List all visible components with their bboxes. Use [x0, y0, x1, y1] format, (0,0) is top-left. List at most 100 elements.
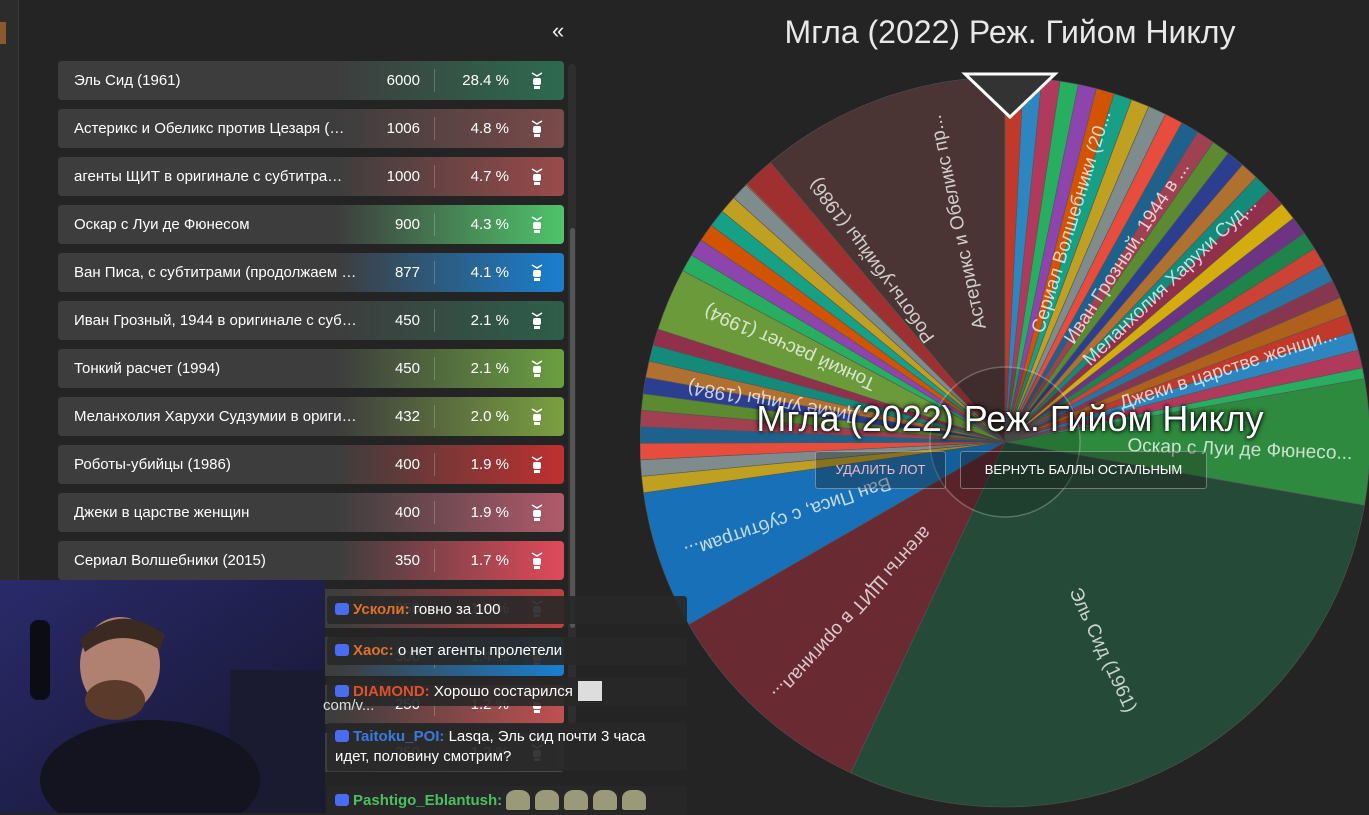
chat-message: Taitoku_POI: Lasqa, Эль сид почти 3 часа… [327, 723, 687, 771]
lot-lightbulb-icon[interactable] [528, 455, 546, 475]
chat-nickname[interactable]: Taitoku_POI: [353, 728, 445, 745]
lot-amount: 400 [394, 456, 420, 473]
chat-overlay: Усколи: говно за 100 Хаос: о нет агенты п… [323, 590, 689, 815]
lot-color-gradient [58, 397, 564, 436]
lot-divider [434, 165, 435, 188]
chat-badge-icon [335, 603, 349, 615]
cat-emote-icon [535, 790, 560, 810]
lot-name: Оскар с Луи де Фюнесом [74, 216, 250, 233]
lot-percent: 4.8 % [470, 120, 509, 137]
chat-text: говно за 100 [413, 601, 501, 618]
left-tab[interactable] [0, 22, 6, 44]
chat-badge-icon [335, 644, 349, 656]
lot-name: Сериал Волшебники (2015) [74, 552, 266, 569]
lot-percent: 4.3 % [470, 216, 509, 233]
url-fragment: com/v... [323, 697, 375, 714]
lot-percent: 2.1 % [470, 312, 509, 329]
lot-lightbulb-icon[interactable] [528, 167, 546, 187]
lot-percent: 1.9 % [470, 456, 509, 473]
lot-color-gradient [58, 445, 564, 484]
lot-lightbulb-icon[interactable] [528, 71, 546, 91]
chat-nickname[interactable]: DIAMOND: [353, 683, 430, 700]
webcam-image [0, 580, 325, 813]
wheel-slice [745, 183, 1006, 443]
lot-name: Меланхолия Харухи Судзумии в ориги… [74, 408, 357, 425]
lot-color-gradient [58, 253, 564, 292]
lot-lightbulb-icon[interactable] [528, 551, 546, 571]
lot-lightbulb-icon[interactable] [528, 407, 546, 427]
delete-lot-button[interactable]: УДАЛИТЬ ЛОТ [815, 451, 946, 489]
lot-percent: 4.1 % [470, 264, 509, 281]
lot-row[interactable]: Тонкий расчет (1994) 450 2.1 % [58, 349, 564, 388]
wheel-slice-agents [688, 441, 1006, 774]
chat-message: Хаос: о нет агенты пролетели [327, 637, 687, 665]
lot-percent: 1.9 % [470, 504, 509, 521]
lot-divider [434, 117, 435, 140]
chat-badge-icon [335, 794, 349, 806]
chat-nickname[interactable]: Хаос: [353, 642, 394, 659]
lot-name: Астерикс и Обеликс против Цезаря (… [74, 120, 345, 137]
lot-lightbulb-icon[interactable] [528, 503, 546, 523]
lot-row[interactable]: Ван Писа, с субтитрами (продолжаем … 877 4… [58, 253, 564, 292]
lot-lightbulb-icon[interactable] [528, 263, 546, 283]
lot-percent: 28.4 % [462, 72, 509, 89]
webcam-overlay [0, 580, 325, 813]
lot-amount: 6000 [386, 72, 420, 89]
lot-name: агенты ЩИТ в оригинале с субтитра… [74, 168, 343, 185]
lot-color-gradient [58, 157, 564, 196]
chat-message: DIAMOND: Хорошо состарился [327, 677, 687, 706]
wheel-center-ring [929, 366, 1081, 518]
lot-name: Тонкий расчет (1994) [74, 360, 221, 377]
roulette-wheel[interactable]: Эль Сид (1961)агенты ЩИТ в оригинал...Ва… [640, 72, 1369, 813]
lot-amount: 450 [394, 312, 420, 329]
lot-color-gradient [58, 493, 564, 532]
chat-message: Pashtigo_Eblantush: [327, 786, 687, 815]
lot-divider [434, 69, 435, 92]
chat-message: Усколи: говно за 100 [327, 596, 687, 624]
lot-lightbulb-icon[interactable] [528, 359, 546, 379]
joker-emote-icon [577, 681, 602, 701]
lot-row[interactable]: Эль Сид (1961) 6000 28.4 % [58, 61, 564, 100]
lot-color-gradient [58, 205, 564, 244]
lot-row[interactable]: Джеки в царстве женщин 400 1.9 % [58, 493, 564, 532]
lot-list-scroll-thumb[interactable] [570, 228, 575, 628]
lot-amount: 877 [394, 264, 420, 281]
lot-divider [434, 309, 435, 332]
chat-nickname[interactable]: Pashtigo_Eblantush: [353, 792, 503, 809]
wheel-pointer-icon [961, 72, 1059, 120]
cat-emote-icon [506, 790, 531, 810]
lot-row[interactable]: Иван Грозный, 1944 в оригинале с суб… 450… [58, 301, 564, 340]
lot-lightbulb-icon[interactable] [528, 119, 546, 139]
wheel-slice-el-sid [850, 441, 1365, 808]
return-points-button[interactable]: ВЕРНУТЬ БАЛЛЫ ОСТАЛЬНЫМ [960, 451, 1207, 489]
lot-amount: 350 [394, 552, 420, 569]
wheel-slice-van-pisa [643, 441, 1006, 625]
lot-amount: 900 [394, 216, 420, 233]
lot-row[interactable]: Сериал Волшебники (2015) 350 1.7 % [58, 541, 564, 580]
lot-row[interactable]: агенты ЩИТ в оригинале с субтитра… 1000 4.… [58, 157, 564, 196]
lot-color-gradient [58, 109, 564, 148]
lot-row[interactable]: Меланхолия Харухи Судзумии в ориги… 432 2.… [58, 397, 564, 436]
lot-lightbulb-icon[interactable] [528, 311, 546, 331]
lot-lightbulb-icon[interactable] [528, 215, 546, 235]
cat-emote-icon [622, 790, 647, 810]
wheel-slice [652, 328, 1006, 443]
lot-color-gradient [58, 61, 564, 100]
lot-divider [434, 405, 435, 428]
lot-row[interactable]: Роботы-убийцы (1986) 400 1.9 % [58, 445, 564, 484]
lot-color-gradient [58, 349, 564, 388]
lot-divider [434, 453, 435, 476]
cat-emote-icon [593, 790, 618, 810]
chat-badge-icon [335, 730, 349, 742]
collapse-sidebar-button[interactable]: « [552, 18, 565, 43]
wheel-slice-oscar [1004, 378, 1369, 506]
lot-percent: 2.1 % [470, 360, 509, 377]
lot-divider [434, 357, 435, 380]
lot-percent: 1.7 % [470, 552, 509, 569]
wheel-title: Мгла (2022) Реж. Гийом Никлу [784, 14, 1236, 50]
chat-nickname[interactable]: Усколи: [353, 601, 410, 618]
lot-name: Джеки в царстве женщин [74, 504, 250, 521]
chat-badge-icon [335, 685, 349, 697]
lot-row[interactable]: Астерикс и Обеликс против Цезаря (… 1006 4… [58, 109, 564, 148]
lot-row[interactable]: Оскар с Луи де Фюнесом 900 4.3 % [58, 205, 564, 244]
